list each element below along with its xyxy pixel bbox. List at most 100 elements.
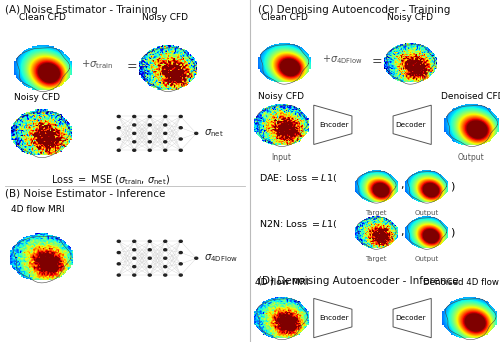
Text: $=$: $=$: [369, 53, 383, 66]
Circle shape: [164, 149, 167, 151]
Text: Target: Target: [365, 256, 387, 262]
Circle shape: [148, 116, 151, 118]
Text: $)$: $)$: [450, 180, 456, 193]
Text: Input: Input: [272, 153, 291, 161]
Text: DAE: Loss $= L1($: DAE: Loss $= L1($: [259, 172, 337, 184]
Circle shape: [148, 240, 151, 242]
Text: (C) Denoising Autoencoder - Training: (C) Denoising Autoencoder - Training: [258, 5, 450, 15]
Circle shape: [180, 116, 182, 118]
Text: (D) Denoising Autoencoder - Inference: (D) Denoising Autoencoder - Inference: [258, 276, 458, 286]
Text: 4D flow MRI: 4D flow MRI: [10, 205, 64, 214]
Circle shape: [133, 266, 136, 268]
Text: Noisy CFD: Noisy CFD: [142, 13, 188, 22]
Text: Noisy CFD: Noisy CFD: [258, 92, 304, 101]
Text: $+\sigma_{\rm train}$: $+\sigma_{\rm train}$: [82, 58, 114, 71]
Circle shape: [180, 252, 182, 254]
Circle shape: [148, 124, 151, 126]
Circle shape: [117, 240, 120, 242]
Polygon shape: [314, 298, 352, 338]
Circle shape: [148, 141, 151, 143]
Polygon shape: [260, 44, 309, 84]
Circle shape: [148, 274, 151, 276]
Polygon shape: [257, 105, 308, 146]
Polygon shape: [14, 236, 71, 283]
Circle shape: [164, 124, 167, 126]
Text: Output: Output: [414, 256, 438, 262]
Polygon shape: [393, 105, 431, 145]
Circle shape: [164, 141, 167, 143]
Circle shape: [133, 132, 136, 134]
Circle shape: [180, 149, 182, 151]
Text: $+\sigma_{\rm 4DFlow}$: $+\sigma_{\rm 4DFlow}$: [322, 53, 363, 66]
Text: $,$: $,$: [400, 181, 404, 192]
Circle shape: [180, 240, 182, 242]
Circle shape: [133, 240, 136, 242]
Circle shape: [117, 116, 120, 118]
Polygon shape: [14, 112, 70, 158]
Text: Output: Output: [414, 210, 438, 216]
Polygon shape: [357, 218, 396, 249]
Text: Denoised 4D flow MRI: Denoised 4D flow MRI: [422, 278, 500, 287]
Text: $\sigma_{\rm 4DFlow}$: $\sigma_{\rm 4DFlow}$: [204, 252, 238, 264]
Circle shape: [180, 274, 182, 276]
Circle shape: [117, 274, 120, 276]
Polygon shape: [386, 44, 435, 84]
Text: (A) Noise Estimator - Training: (A) Noise Estimator - Training: [5, 5, 158, 15]
Circle shape: [117, 127, 120, 129]
Polygon shape: [257, 299, 308, 340]
Circle shape: [180, 138, 182, 140]
Text: Encoder: Encoder: [320, 122, 349, 128]
Text: Noisy CFD: Noisy CFD: [387, 13, 433, 22]
Circle shape: [195, 257, 198, 259]
Polygon shape: [142, 48, 195, 92]
Polygon shape: [393, 298, 431, 338]
Circle shape: [117, 252, 120, 254]
Text: Clean CFD: Clean CFD: [19, 13, 66, 22]
Circle shape: [164, 116, 167, 118]
Text: $=$: $=$: [124, 58, 138, 71]
Polygon shape: [408, 218, 447, 249]
Circle shape: [148, 266, 151, 268]
Circle shape: [148, 249, 151, 251]
Text: Loss $=$ MSE $(\sigma_{\rm train},\,\sigma_{\rm net})$: Loss $=$ MSE $(\sigma_{\rm train},\,\sig…: [50, 174, 170, 187]
Circle shape: [133, 249, 136, 251]
Circle shape: [180, 127, 182, 129]
Circle shape: [164, 274, 167, 276]
Text: N2N: Loss $= L1($: N2N: Loss $= L1($: [259, 218, 338, 230]
Polygon shape: [314, 105, 352, 145]
Circle shape: [117, 138, 120, 140]
Circle shape: [133, 149, 136, 151]
Text: Target: Target: [365, 210, 387, 216]
Text: Decoder: Decoder: [396, 122, 426, 128]
Circle shape: [164, 257, 167, 259]
Polygon shape: [17, 48, 70, 92]
Polygon shape: [447, 105, 498, 146]
Circle shape: [195, 132, 198, 134]
Circle shape: [148, 132, 151, 134]
Circle shape: [180, 263, 182, 265]
Circle shape: [133, 141, 136, 143]
Circle shape: [148, 149, 151, 151]
Text: Output: Output: [458, 153, 485, 161]
Text: $)$: $)$: [450, 226, 456, 239]
Circle shape: [117, 149, 120, 151]
Circle shape: [133, 274, 136, 276]
Circle shape: [133, 257, 136, 259]
Circle shape: [117, 263, 120, 265]
Polygon shape: [357, 171, 396, 203]
Text: 4D flow MRI: 4D flow MRI: [254, 278, 308, 287]
Polygon shape: [408, 171, 447, 203]
Circle shape: [164, 266, 167, 268]
Circle shape: [164, 132, 167, 134]
Text: $,$: $,$: [400, 227, 404, 238]
Polygon shape: [446, 299, 496, 340]
Text: Denoised CFD: Denoised CFD: [441, 92, 500, 101]
Text: Encoder: Encoder: [320, 315, 349, 321]
Text: $\sigma_{\rm net}$: $\sigma_{\rm net}$: [204, 128, 224, 139]
Circle shape: [133, 124, 136, 126]
Text: Clean CFD: Clean CFD: [260, 13, 308, 22]
Text: (B) Noise Estimator - Inference: (B) Noise Estimator - Inference: [5, 189, 166, 199]
Text: Decoder: Decoder: [396, 315, 426, 321]
Circle shape: [148, 257, 151, 259]
Circle shape: [133, 116, 136, 118]
